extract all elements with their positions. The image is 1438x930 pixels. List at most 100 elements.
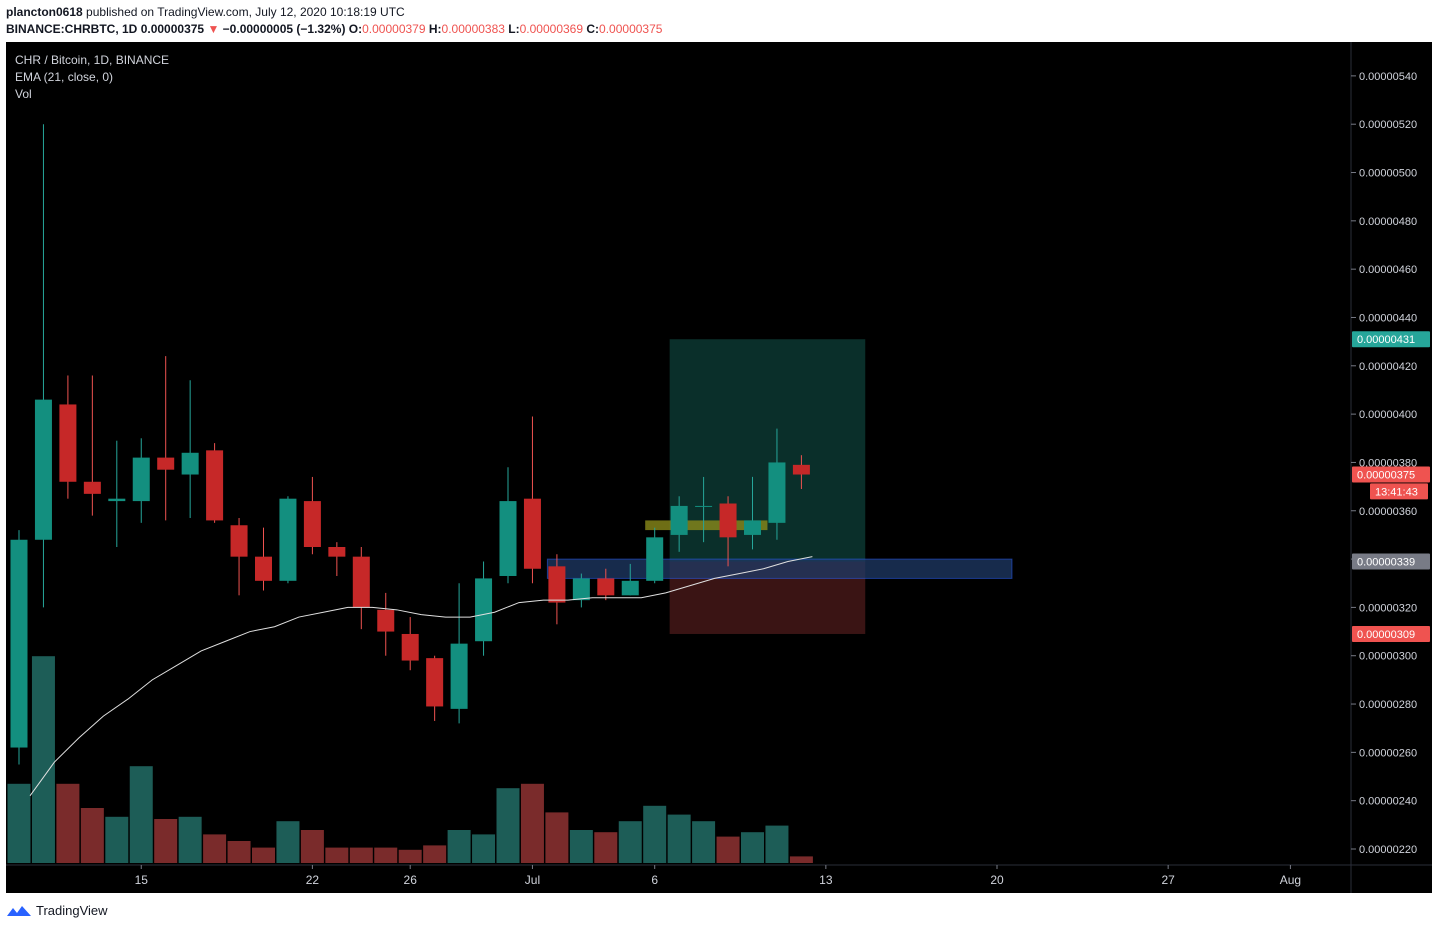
candle[interactable] bbox=[499, 467, 517, 584]
price-label-bg bbox=[1352, 331, 1430, 348]
volume-bar bbox=[398, 849, 422, 863]
candle[interactable] bbox=[768, 428, 786, 540]
candle[interactable] bbox=[59, 375, 77, 499]
candle-body bbox=[108, 498, 126, 502]
price-label-text: 0.00000309 bbox=[1357, 629, 1415, 641]
symbol-line: BINANCE:CHRBTC, 1D 0.00000375 ▼ −0.00000… bbox=[6, 22, 662, 36]
candle-body bbox=[499, 501, 517, 576]
candle[interactable] bbox=[572, 573, 590, 608]
time-tick-label: 13 bbox=[819, 873, 833, 887]
volume-bar bbox=[741, 832, 764, 863]
candle[interactable] bbox=[83, 375, 101, 516]
time-tick-label: 27 bbox=[1161, 873, 1175, 887]
candle[interactable] bbox=[206, 443, 224, 523]
volume-bar bbox=[203, 834, 227, 863]
price-label-bg bbox=[1352, 466, 1430, 483]
candle-body bbox=[621, 580, 639, 596]
candle[interactable] bbox=[670, 496, 688, 552]
candle[interactable] bbox=[181, 380, 199, 519]
candle-body bbox=[83, 481, 101, 494]
candle-body bbox=[10, 539, 28, 748]
volume-bar bbox=[374, 847, 398, 863]
volume-bar bbox=[105, 816, 129, 863]
volume-bar bbox=[496, 788, 520, 863]
open-label: O: bbox=[348, 22, 363, 36]
candle[interactable] bbox=[621, 563, 639, 596]
volume-bar bbox=[300, 830, 324, 863]
price-tick-label: 0.00000360 bbox=[1359, 506, 1417, 518]
candle[interactable] bbox=[108, 440, 126, 547]
price-label-text: 0.00000339 bbox=[1357, 556, 1415, 568]
volume-bar bbox=[618, 821, 642, 863]
volume-bar bbox=[423, 845, 447, 863]
legend-ema[interactable]: EMA (21, close, 0) bbox=[15, 70, 113, 84]
volume-bar bbox=[178, 816, 202, 863]
candle[interactable] bbox=[646, 527, 664, 584]
candle-body bbox=[475, 578, 493, 642]
candle[interactable] bbox=[744, 476, 761, 550]
support-zone[interactable] bbox=[645, 520, 768, 531]
price-tick-label: 0.00000220 bbox=[1359, 844, 1417, 856]
candle-body bbox=[719, 503, 737, 538]
price-axis[interactable]: 0.00000220 0.00000240 0.00000260 0.00000280… bbox=[1351, 71, 1417, 856]
candle[interactable] bbox=[132, 438, 150, 523]
candle-body bbox=[255, 556, 272, 581]
time-axis[interactable]: 15 22 26 Jul 6 13 20 27 Aug bbox=[135, 865, 1302, 887]
price-change: −0.00000005 (−1.32%) bbox=[222, 22, 346, 36]
candle[interactable] bbox=[230, 518, 248, 596]
candle[interactable] bbox=[352, 547, 370, 630]
candle-body bbox=[279, 498, 297, 581]
candle[interactable] bbox=[475, 561, 493, 656]
price-tick-label: 0.00000500 bbox=[1359, 168, 1417, 180]
candle[interactable] bbox=[426, 655, 444, 721]
candle-body bbox=[572, 578, 590, 601]
candle-body bbox=[401, 633, 419, 661]
volume-bar bbox=[520, 783, 544, 863]
candle[interactable] bbox=[401, 617, 419, 671]
volume-bar bbox=[447, 830, 471, 863]
time-tick-label: 22 bbox=[306, 873, 320, 887]
candle[interactable] bbox=[597, 568, 615, 601]
candle-body bbox=[548, 566, 566, 603]
candle[interactable] bbox=[10, 530, 28, 765]
price-label: 0.00000431 bbox=[1352, 331, 1430, 348]
candle-body bbox=[450, 643, 468, 709]
legend-title: CHR / Bitcoin, 1D, BINANCE bbox=[15, 53, 169, 67]
time-tick-label: 15 bbox=[135, 873, 149, 887]
candle-body bbox=[206, 450, 224, 521]
entry-zone[interactable] bbox=[546, 558, 1013, 579]
candle[interactable] bbox=[377, 592, 395, 656]
volume-bar bbox=[692, 821, 716, 863]
candle-body bbox=[792, 464, 810, 475]
price-label: 0.00000339 bbox=[1352, 553, 1430, 570]
candle[interactable] bbox=[450, 583, 468, 724]
brand-name: TradingView bbox=[36, 903, 108, 918]
candle[interactable] bbox=[792, 455, 810, 490]
candle[interactable] bbox=[255, 527, 272, 591]
time-tick-label: 20 bbox=[990, 873, 1004, 887]
volume-bar bbox=[594, 832, 618, 863]
candle[interactable] bbox=[157, 356, 175, 521]
candle[interactable] bbox=[719, 496, 737, 567]
candle[interactable] bbox=[523, 416, 541, 584]
volume-bar bbox=[545, 812, 569, 863]
publish-line: plancton0618 published on TradingView.co… bbox=[6, 5, 405, 19]
price-label-text: 13:41:43 bbox=[1375, 486, 1418, 498]
candle[interactable] bbox=[303, 476, 321, 555]
volume-bar bbox=[643, 805, 667, 863]
candle-body bbox=[34, 399, 52, 540]
time-tick-label: 6 bbox=[651, 873, 658, 887]
candle[interactable] bbox=[328, 542, 346, 576]
candle[interactable] bbox=[548, 554, 566, 625]
legend-vol[interactable]: Vol bbox=[15, 87, 32, 101]
volume-bar bbox=[227, 841, 251, 863]
candle-body bbox=[597, 578, 615, 596]
high-label: H: bbox=[428, 22, 442, 36]
candle[interactable] bbox=[34, 124, 52, 608]
candle[interactable] bbox=[695, 476, 713, 543]
time-tick-label: Jul bbox=[525, 873, 540, 887]
author-name[interactable]: plancton0618 bbox=[6, 5, 83, 19]
candle[interactable] bbox=[279, 496, 297, 584]
footer-brand[interactable]: TradingView bbox=[6, 903, 108, 918]
